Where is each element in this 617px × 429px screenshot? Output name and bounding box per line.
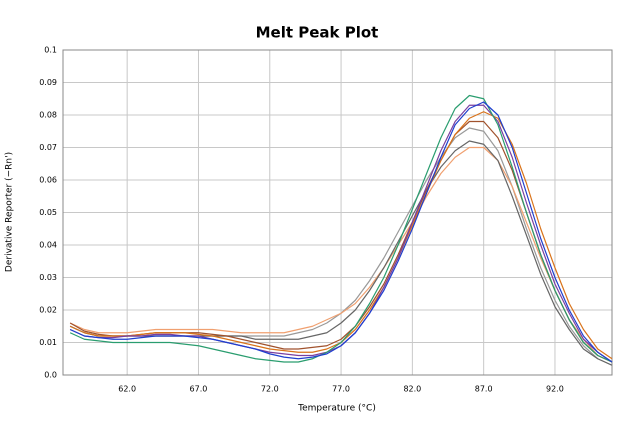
y-axis-label: Derivative Reporter (−Rn') [5,152,15,272]
plot-border [62,49,613,376]
y-tick-label: 0.06 [39,176,57,185]
y-tick-label: 0.0 [44,371,57,380]
y-tick-label: 0.01 [39,338,57,347]
x-axis-label: Temperature (°C) [297,404,376,414]
melt-curve [69,94,613,363]
x-tick-label: 87.0 [475,385,493,394]
y-tick-label: 0.1 [44,46,57,55]
y-tick-label: 0.07 [39,143,57,152]
x-tick-label: 62.0 [118,385,136,394]
y-tick-label: 0.03 [39,273,57,282]
x-tick-label: 82.0 [403,385,421,394]
chart-title: Melt Peak Plot [256,24,379,42]
x-tick-label: 77.0 [332,385,350,394]
x-tick-label: 72.0 [261,385,279,394]
x-tick-label: 67.0 [190,385,208,394]
y-tick-label: 0.08 [39,111,57,120]
y-tick-label: 0.02 [39,306,57,315]
y-tick-label: 0.05 [39,208,57,217]
y-tick-label: 0.04 [39,241,57,250]
x-tick-label: 92.0 [546,385,564,394]
y-tick-label: 0.09 [39,78,57,87]
melt-curve [69,146,613,363]
melt-curve [69,101,613,363]
